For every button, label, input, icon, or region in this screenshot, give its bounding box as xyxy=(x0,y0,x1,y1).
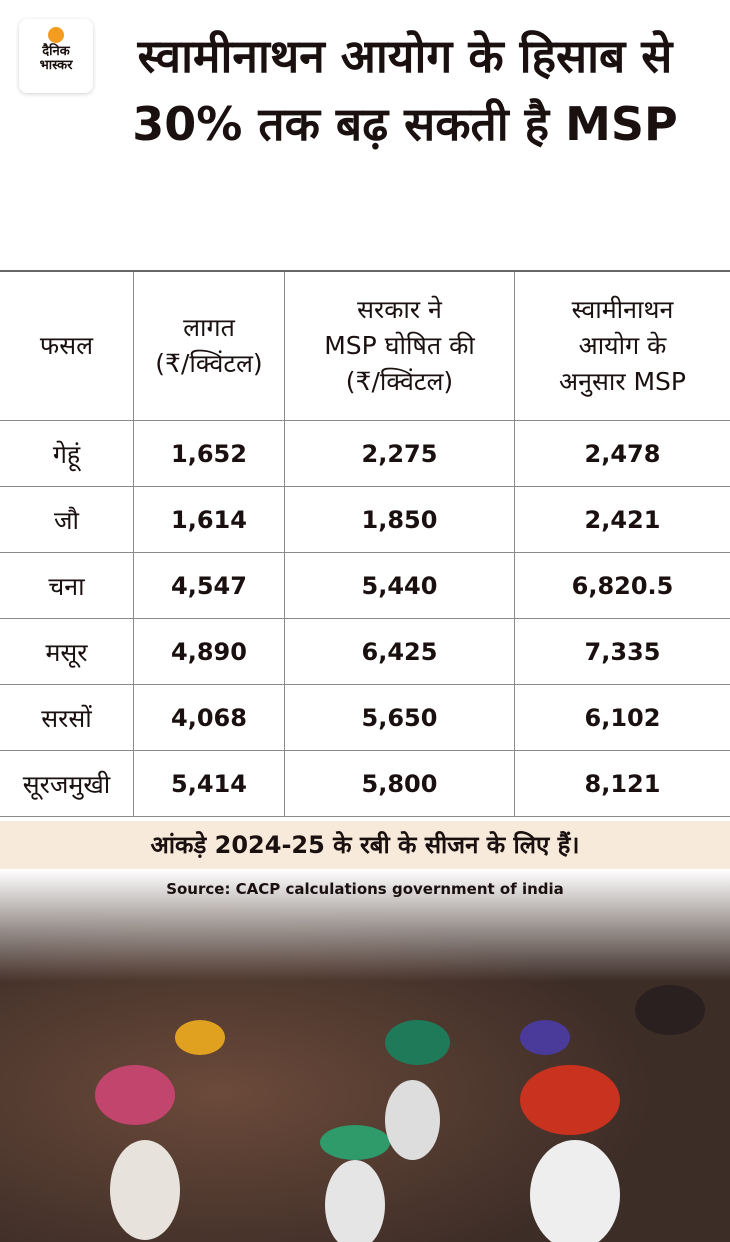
cost-value: 5,414 xyxy=(133,750,285,817)
govt-msp-value: 1,850 xyxy=(284,486,515,553)
header-govt-msp: सरकार ने MSP घोषित की (₹/क्विंटल) xyxy=(284,270,515,421)
swaminathan-msp-value: 2,478 xyxy=(514,420,730,487)
swaminathan-msp-value: 6,102 xyxy=(514,684,730,751)
season-note: आंकड़े 2024-25 के रबी के सीजन के लिए हैं… xyxy=(0,821,730,869)
table-row: चना 4,547 5,440 6,820.5 xyxy=(0,552,730,619)
cost-value: 1,652 xyxy=(133,420,285,487)
swaminathan-msp-value: 8,121 xyxy=(514,750,730,817)
headline: स्वामीनाथन आयोग के हिसाब से 30% तक बढ़ स… xyxy=(132,29,678,151)
logo-line2: भास्कर xyxy=(39,58,73,73)
govt-msp-value: 2,275 xyxy=(284,420,515,487)
header-swaminathan-msp: स्वामीनाथन आयोग के अनुसार MSP xyxy=(514,270,730,421)
crop-name: सूरजमुखी xyxy=(0,750,134,817)
table-row: सूरजमुखी 5,414 5,800 8,121 xyxy=(0,750,730,817)
farmers-protest-photo xyxy=(0,870,730,1242)
table-row: मसूर 4,890 6,425 7,335 xyxy=(0,618,730,685)
header-cost: लागत (₹/क्विंटल) xyxy=(133,270,285,421)
header-sw-l1: स्वामीनाथन xyxy=(571,295,674,324)
table-header-row: फसल लागत (₹/क्विंटल) सरकार ने MSP घोषित … xyxy=(0,270,730,421)
header-cost-l2: (₹/क्विंटल) xyxy=(155,349,263,378)
cost-value: 4,547 xyxy=(133,552,285,619)
crop-name: गेहूं xyxy=(0,420,134,487)
header-crop: फसल xyxy=(0,270,134,421)
msp-table: फसल लागत (₹/क्विंटल) सरकार ने MSP घोषित … xyxy=(0,270,730,817)
govt-msp-value: 5,440 xyxy=(284,552,515,619)
crop-name: सरसों xyxy=(0,684,134,751)
cost-value: 4,068 xyxy=(133,684,285,751)
table-row: जौ 1,614 1,850 2,421 xyxy=(0,486,730,553)
dainik-bhaskar-logo: दैनिक भास्कर xyxy=(19,19,93,93)
swaminathan-msp-value: 2,421 xyxy=(514,486,730,553)
logo-line1: दैनिक xyxy=(42,44,70,59)
header-sw-l2: आयोग के xyxy=(578,331,667,360)
table-row: गेहूं 1,652 2,275 2,478 xyxy=(0,420,730,487)
swaminathan-msp-value: 7,335 xyxy=(514,618,730,685)
header-govt-l2: MSP घोषित की xyxy=(324,331,475,360)
crop-name: जौ xyxy=(0,486,134,553)
crop-name: चना xyxy=(0,552,134,619)
header-govt-l3: (₹/क्विंटल) xyxy=(345,367,454,396)
header-sw-l3: अनुसार MSP xyxy=(558,367,687,396)
swaminathan-msp-value: 6,820.5 xyxy=(514,552,730,619)
crop-name: मसूर xyxy=(0,618,134,685)
cost-value: 4,890 xyxy=(133,618,285,685)
header-cost-l1: लागत xyxy=(183,313,235,342)
cost-value: 1,614 xyxy=(133,486,285,553)
sun-icon xyxy=(48,27,64,43)
source-text: Source: CACP calculations government of … xyxy=(166,880,564,898)
govt-msp-value: 5,800 xyxy=(284,750,515,817)
table-row: सरसों 4,068 5,650 6,102 xyxy=(0,684,730,751)
govt-msp-value: 6,425 xyxy=(284,618,515,685)
govt-msp-value: 5,650 xyxy=(284,684,515,751)
header-govt-l1: सरकार ने xyxy=(357,295,442,324)
